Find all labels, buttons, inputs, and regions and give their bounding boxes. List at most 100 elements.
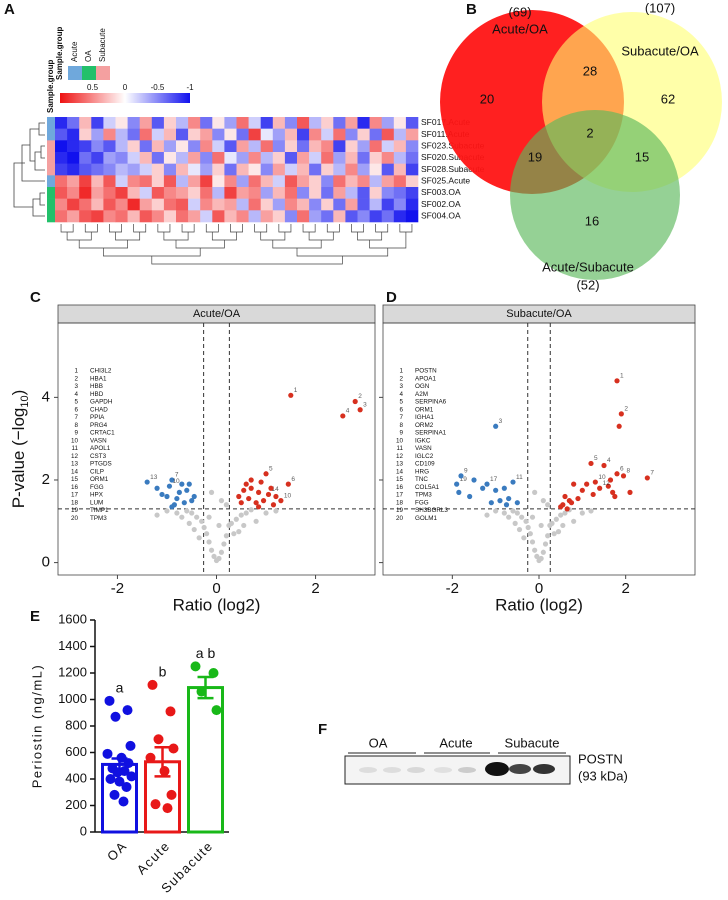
heat-cell (67, 175, 80, 188)
point (488, 500, 494, 506)
heat-cell (212, 175, 225, 188)
data-point (208, 668, 219, 678)
heat-cell (260, 128, 274, 141)
heat-cell (321, 163, 334, 176)
gene-name: PRG4 (90, 422, 108, 429)
gene-name: CILP (90, 468, 104, 475)
heat-cell (103, 187, 116, 199)
point (553, 516, 559, 522)
heat-cell (79, 175, 92, 188)
heat-cell (163, 175, 177, 188)
venn-count: 2 (586, 125, 593, 140)
heat-cell (139, 187, 153, 199)
point (525, 524, 531, 531)
point (231, 531, 237, 537)
y-axis-label: Periostin (ng/mL) (29, 664, 44, 788)
point-label: 6 (291, 476, 295, 483)
heat-cell (393, 128, 407, 141)
gene-name: SH3BGRL3 (415, 507, 448, 514)
heat-cell (284, 152, 298, 164)
venn-count: 16 (585, 213, 599, 228)
heat-cell (260, 210, 274, 223)
gene-name: TPM3 (90, 515, 107, 522)
point (484, 512, 490, 518)
heat-cell (369, 175, 382, 188)
heat-cell (248, 187, 261, 199)
heat-cell (103, 175, 116, 188)
heat-cell (67, 210, 80, 223)
gene-rank: 2 (399, 375, 403, 382)
point (579, 510, 585, 516)
point (218, 549, 225, 555)
point (186, 481, 192, 487)
gene-name: HRG (415, 468, 429, 475)
heat-cell (212, 187, 225, 199)
heat-cell (297, 210, 310, 223)
row-label: SF020.Subacute (421, 152, 485, 162)
point (218, 498, 225, 504)
heat-cell (115, 198, 128, 211)
venn-count: 15 (635, 149, 649, 164)
point (540, 498, 546, 504)
lane-label: Subacute (505, 735, 560, 750)
point (201, 524, 207, 531)
point (221, 541, 227, 547)
heat-cell (200, 210, 213, 223)
heat-cell (309, 117, 322, 129)
gene-rank: 6 (399, 406, 403, 413)
heat-cell (188, 117, 201, 129)
data-point (114, 776, 125, 787)
gene-name: ORM1 (90, 476, 109, 483)
point (179, 514, 185, 520)
point-label: 4 (607, 457, 611, 464)
point (571, 481, 577, 487)
heat-cell (151, 175, 165, 188)
point (493, 423, 499, 429)
point (471, 477, 477, 483)
lane-label: OA (369, 735, 388, 750)
heat-cell (284, 140, 298, 153)
group-bar (47, 210, 55, 223)
gene-name: HBB (90, 383, 103, 390)
point (174, 495, 180, 502)
heat-cell (309, 140, 322, 153)
x-tick-label: 2 (311, 580, 319, 597)
heat-cell (260, 175, 274, 188)
heat-cell (163, 140, 177, 153)
heat-cell (260, 140, 274, 153)
heat-cell (127, 128, 140, 141)
point (208, 547, 215, 553)
heat-cell (151, 128, 165, 141)
point (523, 518, 529, 524)
point (189, 510, 195, 516)
gene-rank: 11 (396, 445, 403, 452)
point-label: 2 (358, 393, 362, 400)
heat-cell (224, 175, 237, 188)
point-label: 9 (464, 468, 468, 475)
gene-name: CRTAC1 (90, 430, 115, 437)
point (258, 479, 264, 485)
heat-cell (333, 187, 346, 199)
heat-cell (393, 175, 407, 188)
point (169, 477, 175, 483)
gene-name: GAPDH (90, 399, 113, 406)
point (216, 555, 222, 562)
heat-cell (139, 128, 153, 141)
heat-cell (248, 152, 261, 164)
panel-label: B (466, 1, 477, 18)
point (512, 520, 518, 526)
heat-cell (188, 210, 201, 223)
gene-name: FGG (90, 484, 104, 491)
heat-cell (405, 163, 419, 176)
heat-cell (55, 187, 68, 199)
point (233, 516, 239, 522)
heat-cell (321, 210, 334, 223)
gene-name: TIMP1 (90, 507, 109, 514)
gene-rank: 14 (396, 468, 404, 475)
y-tick-label: 1600 (58, 611, 87, 626)
point (223, 533, 230, 539)
point (627, 489, 633, 495)
heat-cell (127, 198, 140, 211)
point (534, 553, 540, 560)
